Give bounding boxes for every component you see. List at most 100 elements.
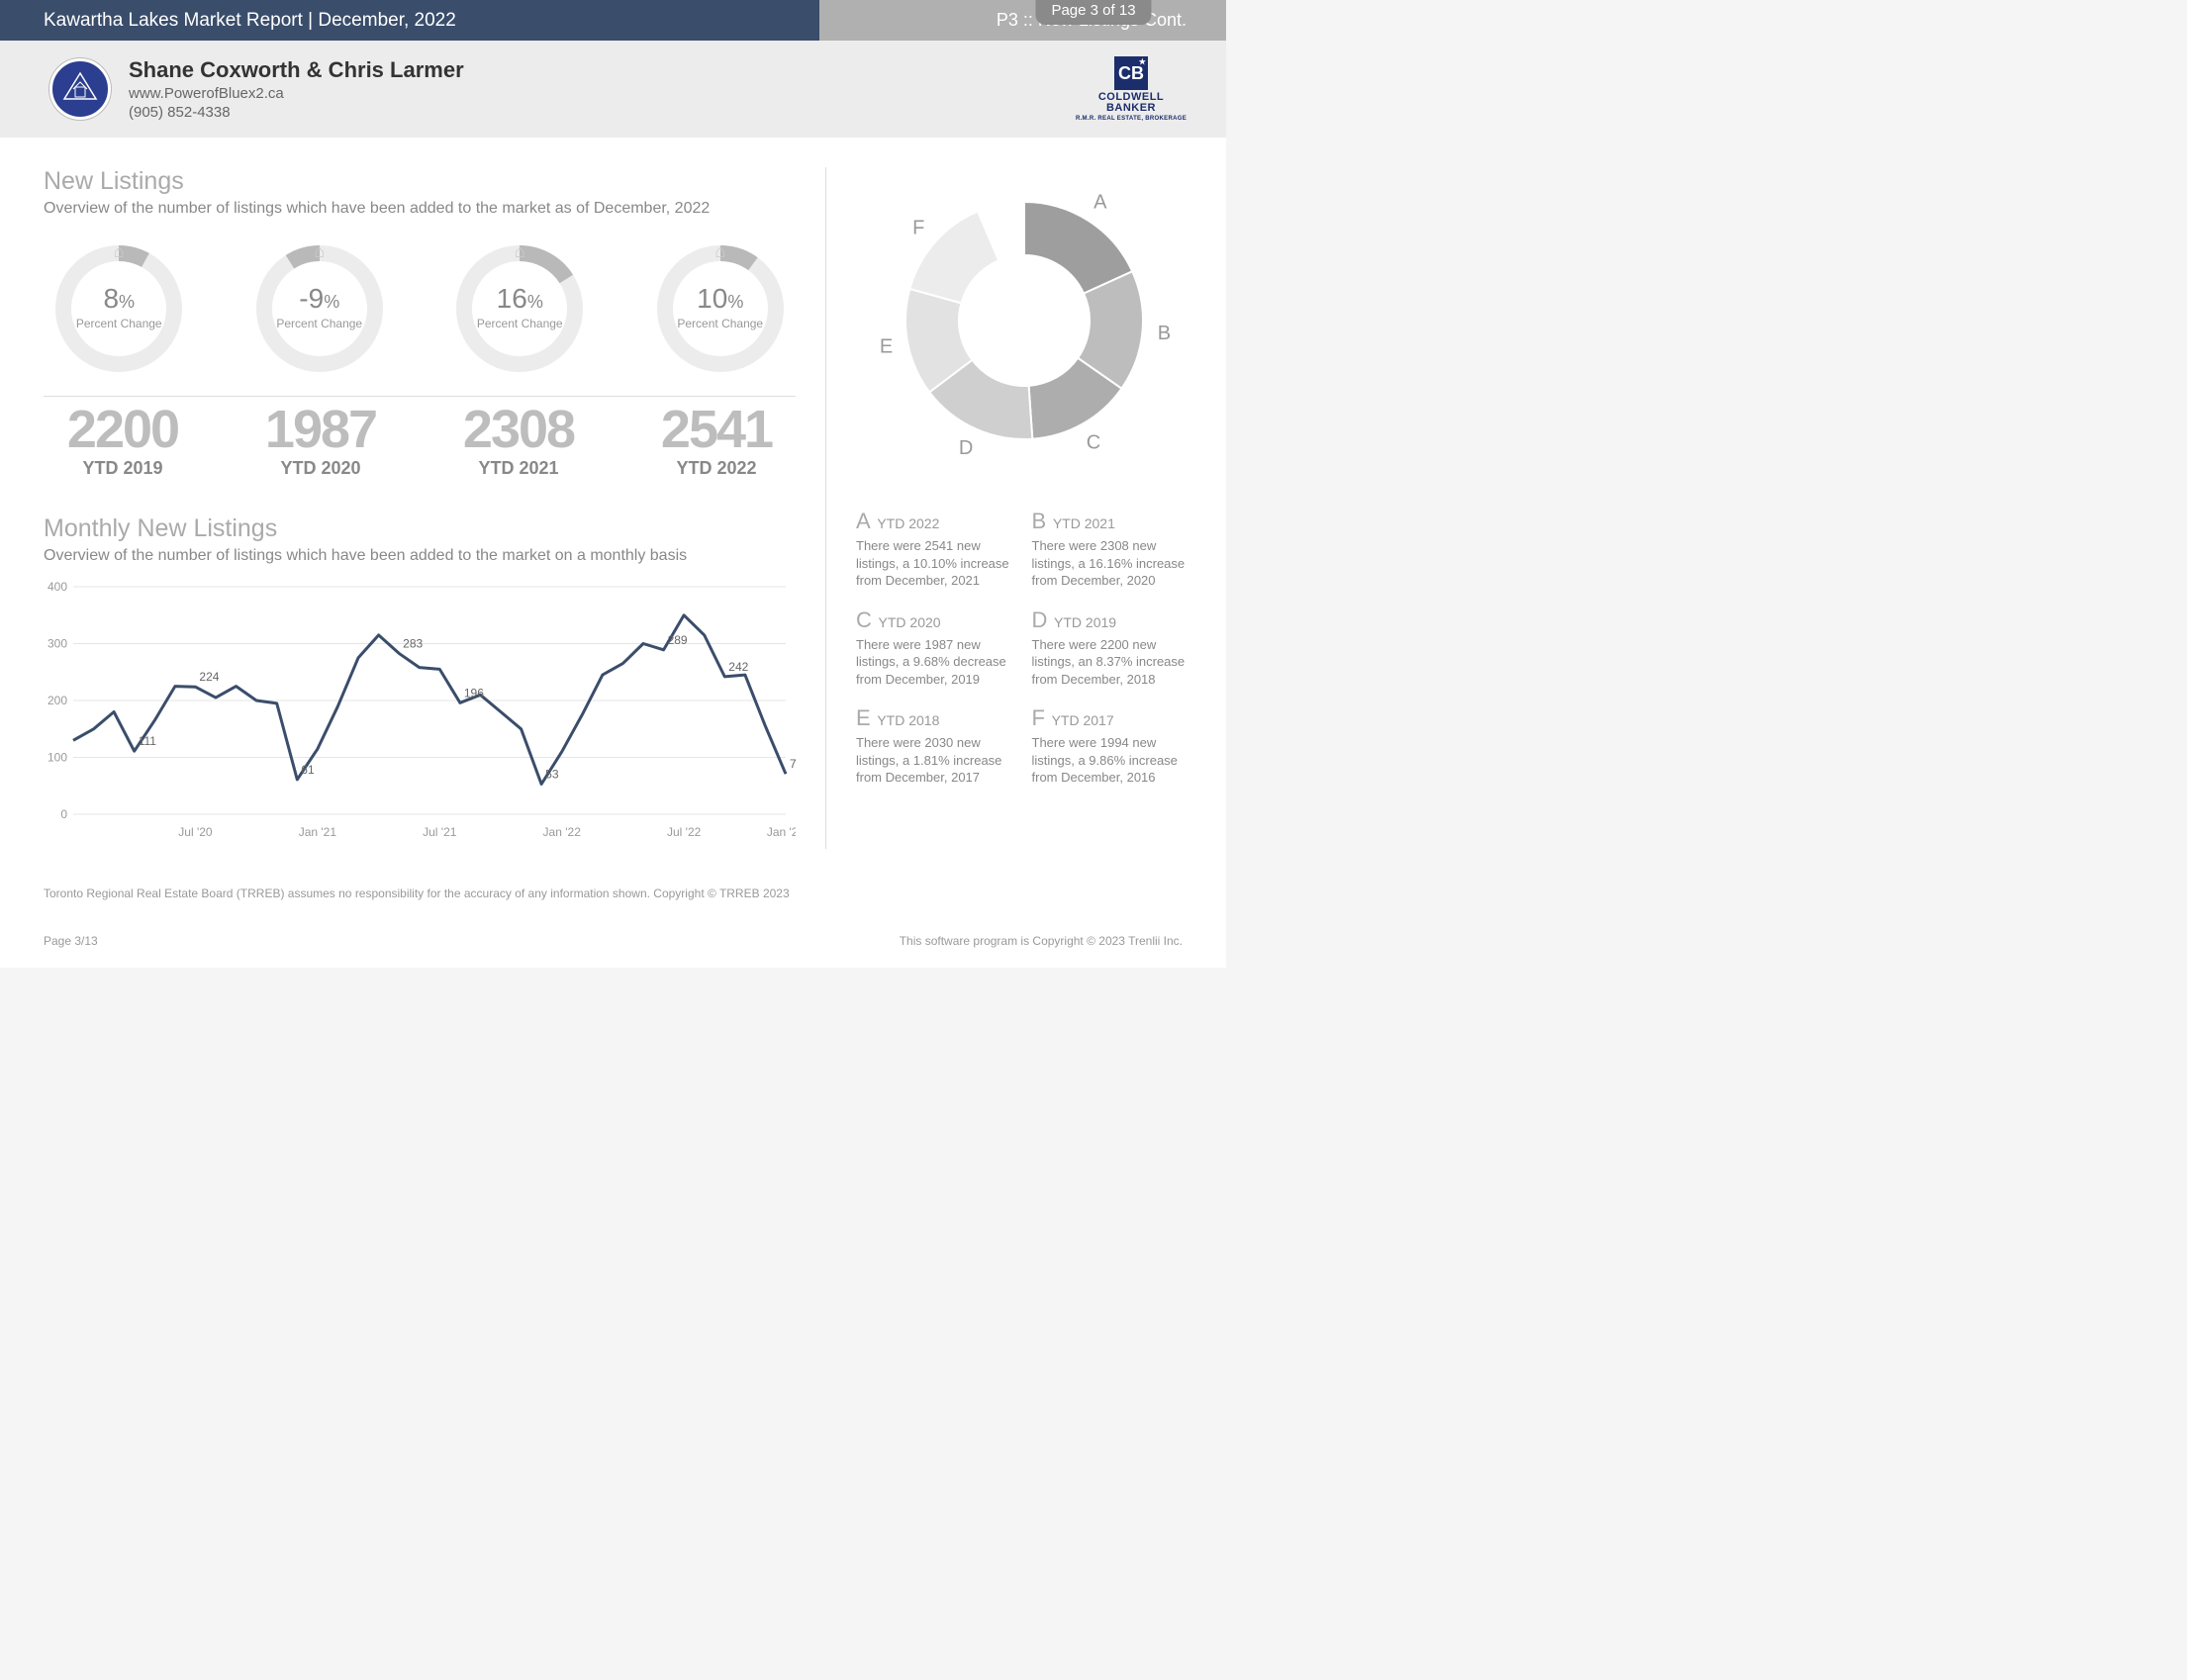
brand-icon: CB: [1114, 56, 1148, 90]
gauge-label: Percent Change: [450, 317, 589, 330]
blurb-grid: A YTD 2022 There were 2541 new listings,…: [856, 509, 1191, 787]
svg-text:Jan '23: Jan '23: [767, 825, 796, 839]
blurb-heading: C YTD 2020: [856, 607, 1016, 633]
agent-website: www.PowerofBluex2.ca: [129, 85, 464, 102]
ytd-row: 2200 YTD 20191987 YTD 20202308 YTD 20212…: [44, 403, 796, 479]
section-subtitle: Overview of the number of listings which…: [44, 200, 796, 218]
svg-text:0: 0: [60, 807, 67, 821]
donut-chart: A B C D E F: [856, 167, 1192, 464]
svg-text:A: A: [1094, 192, 1107, 214]
footer-page: Page 3/13: [44, 934, 98, 948]
svg-text:289: 289: [668, 633, 688, 647]
brand-line3: R.M.R. REAL ESTATE, BROKERAGE: [1076, 116, 1187, 122]
ytd-value: 2541: [637, 403, 796, 456]
blurb-heading: D YTD 2019: [1032, 607, 1192, 633]
gauge: ⌂ 10% Percent Change: [645, 239, 797, 378]
svg-text:200: 200: [48, 694, 67, 707]
blurb: A YTD 2022 There were 2541 new listings,…: [856, 509, 1016, 590]
chart-title: Monthly New Listings: [44, 514, 796, 543]
ytd-label: YTD 2021: [439, 458, 598, 479]
agent-phone: (905) 852-4338: [129, 104, 464, 121]
house-icon: ⌂: [114, 241, 125, 262]
blurb: E YTD 2018 There were 2030 new listings,…: [856, 705, 1016, 787]
gauge-value: 10%: [651, 283, 790, 315]
footer: Toronto Regional Real Estate Board (TRRE…: [0, 859, 1226, 968]
svg-text:100: 100: [48, 751, 67, 765]
svg-text:Jul '21: Jul '21: [423, 825, 457, 839]
svg-text:71: 71: [790, 757, 796, 771]
gauge-value: 8%: [49, 283, 188, 315]
brand-logo: CB COLDWELL BANKER R.M.R. REAL ESTATE, B…: [1076, 56, 1187, 122]
blurb-text: There were 2541 new listings, a 10.10% i…: [856, 537, 1016, 590]
ytd-label: YTD 2022: [637, 458, 796, 479]
line-chart: 0 100 200 300 400 Jul '20 Jan '21 Jul '21 Jan '2…: [44, 577, 796, 844]
gauge-row: ⌂ 8% Percent Change ⌂ -9% Percent Change…: [44, 239, 796, 378]
blurb: F YTD 2017 There were 1994 new listings,…: [1032, 705, 1192, 787]
gauge: ⌂ 8% Percent Change: [44, 239, 195, 378]
page-badge: Page 3 of 13: [1035, 0, 1151, 25]
blurb: C YTD 2020 There were 1987 new listings,…: [856, 607, 1016, 689]
gauge-label: Percent Change: [49, 317, 188, 330]
svg-text:Jan '21: Jan '21: [299, 825, 337, 839]
svg-text:61: 61: [301, 763, 315, 777]
blurb-text: There were 2200 new listings, an 8.37% i…: [1032, 636, 1192, 689]
house-icon: ⌂: [314, 241, 325, 262]
agent-info: Shane Coxworth & Chris Larmer www.Powero…: [129, 57, 464, 121]
blurb-heading: F YTD 2017: [1032, 705, 1192, 731]
svg-text:53: 53: [545, 768, 559, 782]
svg-text:111: 111: [139, 734, 157, 748]
gauge-label: Percent Change: [250, 317, 389, 330]
svg-text:224: 224: [199, 670, 219, 684]
svg-text:D: D: [959, 437, 973, 459]
svg-text:F: F: [912, 217, 924, 238]
left-column: New Listings Overview of the number of l…: [44, 167, 825, 849]
gauge-value: 16%: [450, 283, 589, 315]
blurb: B YTD 2021 There were 2308 new listings,…: [1032, 509, 1192, 590]
ytd-label: YTD 2020: [241, 458, 400, 479]
svg-text:C: C: [1087, 432, 1100, 454]
ytd-value: 2200: [44, 403, 202, 456]
page-section-label: P3 :: New Listings Cont.: [819, 0, 1226, 41]
svg-text:Jul '22: Jul '22: [667, 825, 702, 839]
house-icon: ⌂: [714, 241, 725, 262]
chart-subtitle: Overview of the number of listings which…: [44, 547, 796, 565]
ytd-stat: 2541 YTD 2022: [637, 403, 796, 479]
footer-copyright: This software program is Copyright © 202…: [900, 934, 1183, 948]
blurb-text: There were 2308 new listings, a 16.16% i…: [1032, 537, 1192, 590]
svg-text:Jul '20: Jul '20: [178, 825, 213, 839]
gauge: ⌂ -9% Percent Change: [244, 239, 396, 378]
gauge-label: Percent Change: [651, 317, 790, 330]
ytd-stat: 2308 YTD 2021: [439, 403, 598, 479]
section-title: New Listings: [44, 167, 796, 196]
ytd-stat: 1987 YTD 2020: [241, 403, 400, 479]
blurb: D YTD 2019 There were 2200 new listings,…: [1032, 607, 1192, 689]
blurb-heading: A YTD 2022: [856, 509, 1016, 534]
blurb-heading: B YTD 2021: [1032, 509, 1192, 534]
gauge: ⌂ 16% Percent Change: [444, 239, 596, 378]
agent-logo: [49, 58, 111, 120]
report-title: Kawartha Lakes Market Report | December,…: [0, 0, 819, 41]
blurb-text: There were 1987 new listings, a 9.68% de…: [856, 636, 1016, 689]
brand-line2: BANKER: [1076, 103, 1187, 114]
ytd-label: YTD 2019: [44, 458, 202, 479]
divider: [44, 396, 796, 397]
svg-text:400: 400: [48, 580, 67, 594]
house-icon: ⌂: [515, 241, 525, 262]
house-triangle-icon: [60, 69, 100, 109]
svg-text:E: E: [880, 336, 893, 358]
svg-text:Jan '22: Jan '22: [543, 825, 582, 839]
svg-text:B: B: [1158, 323, 1171, 344]
blurb-text: There were 1994 new listings, a 9.86% in…: [1032, 734, 1192, 787]
agent-bar: Shane Coxworth & Chris Larmer www.Powero…: [0, 41, 1226, 138]
svg-text:300: 300: [48, 637, 67, 651]
svg-text:283: 283: [403, 636, 423, 650]
svg-text:196: 196: [464, 686, 484, 700]
ytd-value: 1987: [241, 403, 400, 456]
disclaimer: Toronto Regional Real Estate Board (TRRE…: [44, 887, 1183, 900]
right-column: A B C D E F A YTD 2022 There were 2541 new li…: [825, 167, 1191, 849]
blurb-text: There were 2030 new listings, a 1.81% in…: [856, 734, 1016, 787]
agent-name: Shane Coxworth & Chris Larmer: [129, 57, 464, 83]
gauge-value: -9%: [250, 283, 389, 315]
ytd-value: 2308: [439, 403, 598, 456]
svg-text:242: 242: [728, 660, 748, 674]
